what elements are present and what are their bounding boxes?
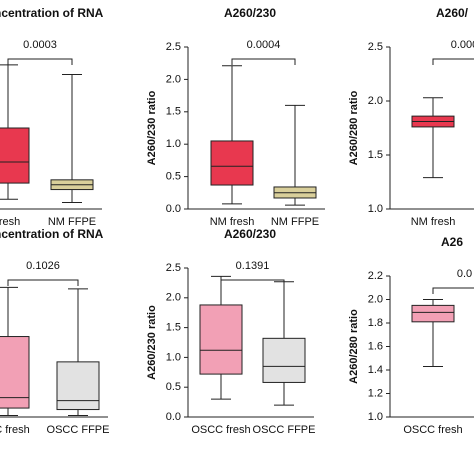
p-value: 0.0004 xyxy=(247,39,281,51)
box xyxy=(56,361,100,411)
y-tick-label: 1.0 xyxy=(368,411,383,423)
y-tick-label: 1.5 xyxy=(166,322,181,334)
x-tick-label: NM FFPE xyxy=(271,216,319,228)
y-tick-label: 0.5 xyxy=(166,171,181,183)
x-tick-label: OSCC fresh xyxy=(403,424,462,436)
x-tick-label: OSCC FFPE xyxy=(47,424,110,436)
p-value: 0.1391 xyxy=(236,260,270,272)
y-tick-label: 2.5 xyxy=(166,262,181,274)
y-axis-label: A260/280 ratio xyxy=(348,309,360,384)
y-axis-label: A260/280 ratio xyxy=(348,90,360,165)
significance-bracket xyxy=(220,279,285,286)
significance-bracket xyxy=(7,279,79,286)
y-tick-label: 0.5 xyxy=(166,381,181,393)
significance-bracket xyxy=(7,58,73,65)
box xyxy=(210,140,254,186)
y-tick-label: 1.0 xyxy=(166,351,181,363)
y-axis-label: A260/230 ratio xyxy=(146,305,158,380)
p-value: 0.000 xyxy=(451,39,474,51)
panel-title: A260/230 xyxy=(224,227,276,241)
significance-bracket xyxy=(432,58,474,65)
y-tick-label: 1.0 xyxy=(368,203,383,215)
y-tick-label: 2.2 xyxy=(368,270,383,282)
y-tick-label: 2.5 xyxy=(166,41,181,53)
x-tick-label: NM fresh xyxy=(210,216,255,228)
y-tick-label: 2.5 xyxy=(368,41,383,53)
x-tick-label: OSCC fresh xyxy=(191,424,250,436)
y-tick-label: 1.5 xyxy=(166,106,181,118)
significance-bracket xyxy=(231,58,296,65)
y-tick-label: 0.0 xyxy=(166,411,181,423)
y-tick-label: 1.4 xyxy=(368,364,383,376)
p-value: 0.1026 xyxy=(26,260,60,272)
panel-title: oncentration of RNA xyxy=(0,227,104,241)
p-value: 0.0 xyxy=(457,268,472,280)
panel-title: A260/ xyxy=(436,6,469,20)
y-tick-label: 1.8 xyxy=(368,317,383,329)
y-tick-label: 1.2 xyxy=(368,387,383,399)
panel-title: A260/230 xyxy=(224,6,276,20)
p-value: 0.0003 xyxy=(23,39,57,51)
y-tick-label: 1.5 xyxy=(368,149,383,161)
y-axis-label: A260/230 ratio xyxy=(146,90,158,165)
y-tick-label: 2.0 xyxy=(368,293,383,305)
x-tick-label: CC fresh xyxy=(0,424,30,436)
box xyxy=(411,304,455,323)
y-tick-label: 0.0 xyxy=(166,203,181,215)
x-tick-label: NM fresh xyxy=(411,216,456,228)
x-tick-label: NM FFPE xyxy=(48,216,96,228)
y-tick-label: 1.0 xyxy=(166,138,181,150)
y-tick-label: 2.0 xyxy=(166,292,181,304)
box xyxy=(199,304,243,375)
x-tick-label: OSCC FFPE xyxy=(253,424,316,436)
significance-bracket xyxy=(432,287,474,294)
panel-title: oncentration of RNA xyxy=(0,6,104,20)
x-tick-label: fresh xyxy=(0,216,20,228)
box xyxy=(0,336,30,409)
panel-title: A26 xyxy=(441,235,463,249)
y-tick-label: 1.6 xyxy=(368,340,383,352)
y-tick-label: 2.0 xyxy=(166,73,181,85)
y-tick-label: 2.0 xyxy=(368,95,383,107)
box xyxy=(0,127,30,184)
box xyxy=(262,337,306,383)
